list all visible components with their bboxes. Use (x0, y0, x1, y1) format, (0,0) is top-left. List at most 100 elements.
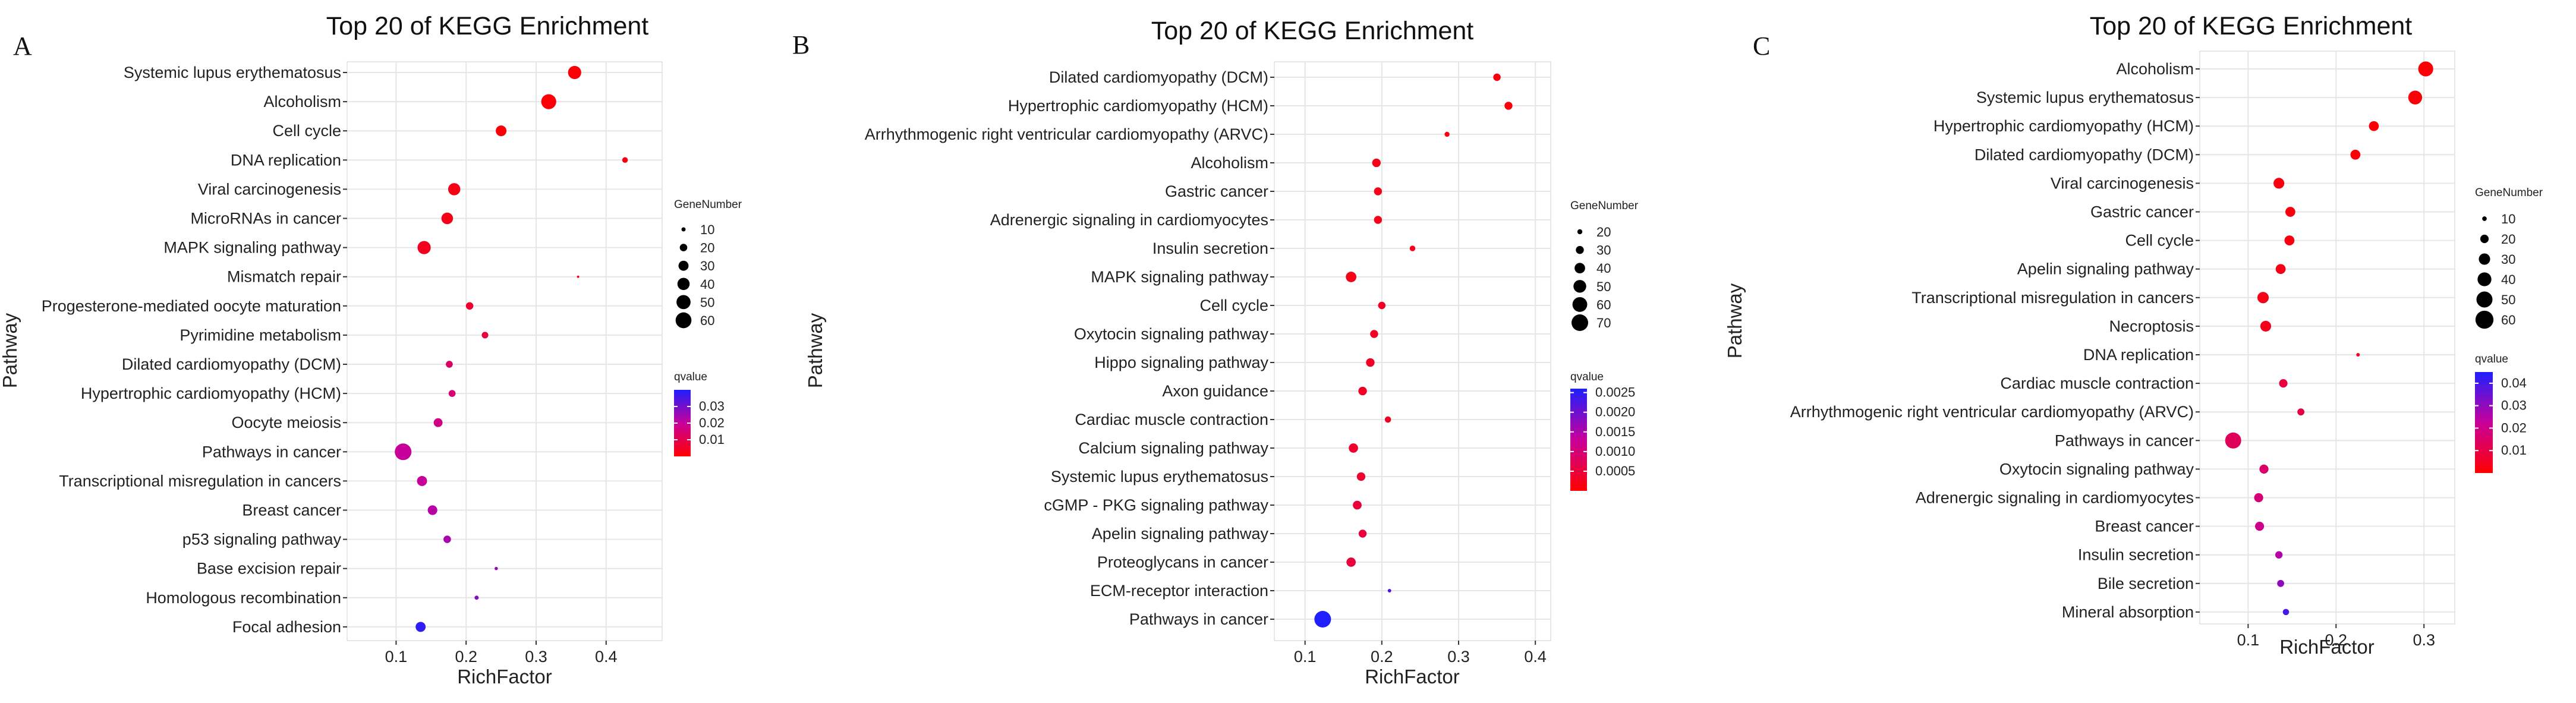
size-legend-dot (2476, 291, 2493, 308)
size-legend-title: GeneNumber (1570, 200, 1639, 212)
data-point (2408, 90, 2423, 105)
panel-letter: C (1753, 31, 1770, 61)
y-tick-label: Hippo signaling pathway (1094, 354, 1268, 371)
size-legend-label: 40 (700, 277, 714, 292)
data-point (1353, 500, 1362, 510)
data-point (1356, 472, 1366, 481)
data-point (2277, 579, 2284, 587)
size-legend-dot (1576, 245, 1584, 254)
x-axis-title: RichFactor (2279, 636, 2375, 658)
color-legend-label: 0.01 (2501, 443, 2527, 458)
x-tick-label: 0.1 (2237, 631, 2260, 649)
data-point (1378, 301, 1386, 310)
size-legend-dot (676, 295, 691, 310)
data-point (446, 361, 453, 368)
x-tick-label: 0.2 (455, 648, 477, 666)
size-legend-label: 20 (2501, 232, 2515, 247)
color-legend-label: 0.0015 (1595, 424, 1635, 439)
data-point (622, 157, 628, 163)
y-tick-label: Systemic lupus erythematosus (1976, 89, 2194, 106)
data-point (465, 302, 474, 310)
panel-letter: B (792, 30, 810, 59)
data-point (2418, 61, 2433, 77)
chart-title: Top 20 of KEGG Enrichment (1151, 17, 1474, 45)
y-tick-label: Pathways in cancer (202, 443, 341, 461)
y-tick-label: Mineral absorption (2062, 603, 2194, 621)
size-legend-label: 60 (2501, 313, 2515, 327)
data-point (2257, 292, 2269, 304)
chart-title: Top 20 of KEGG Enrichment (326, 12, 649, 40)
size-legend-label: 10 (2501, 212, 2515, 226)
y-tick-label: Alcoholism (2116, 60, 2194, 78)
plot-area (347, 61, 663, 641)
size-legend-dot (1572, 297, 1588, 312)
data-point (2273, 178, 2285, 189)
size-legend-label: 30 (1596, 243, 1611, 258)
size-legend-dot (1572, 314, 1588, 331)
y-tick-label: Cell cycle (1199, 297, 1268, 314)
color-legend-title: qvalue (1570, 371, 1604, 383)
data-point (541, 94, 556, 109)
data-point (433, 418, 443, 427)
size-legend-title: GeneNumber (2475, 187, 2543, 199)
size-legend-dot (2475, 310, 2494, 329)
data-point (2225, 432, 2241, 449)
y-tick-label: Arrhythmogenic right ventricular cardiom… (865, 125, 1268, 143)
color-legend-bar (2475, 372, 2493, 473)
data-point (2297, 408, 2305, 416)
y-tick-label: Systemic lupus erythematosus (1051, 468, 1268, 486)
color-legend-label: 0.0005 (1595, 464, 1635, 478)
data-point (481, 332, 489, 339)
data-point (568, 65, 581, 80)
y-tick-label: Cell cycle (272, 122, 341, 140)
plot-area (2199, 51, 2455, 625)
x-tick-label: 0.3 (2413, 631, 2435, 649)
data-point (2284, 235, 2295, 245)
y-tick-label: Cardiac muscle contraction (1075, 411, 1268, 428)
y-tick-label: Axon guidance (1162, 382, 1268, 400)
data-point (1374, 216, 1383, 224)
y-tick-label: Cardiac muscle contraction (2000, 374, 2194, 392)
color-legend-label: 0.02 (699, 415, 725, 430)
data-point (2350, 149, 2361, 160)
y-tick-label: Cell cycle (2125, 232, 2194, 250)
data-point (1372, 158, 1381, 168)
size-legend-label: 20 (1596, 225, 1611, 239)
data-point (1358, 529, 1367, 538)
color-legend-bar (1570, 389, 1587, 491)
y-tick-label: Pathways in cancer (2055, 431, 2194, 449)
data-point (1504, 102, 1513, 110)
data-point (474, 595, 479, 600)
data-point (1444, 131, 1450, 137)
y-tick-label: Viral carcinogenesis (2051, 174, 2194, 192)
color-legend-label: 0.01 (699, 432, 725, 447)
y-tick-label: Pathways in cancer (1129, 610, 1268, 628)
color-legend-label: 0.04 (2501, 376, 2527, 390)
data-point (577, 275, 580, 278)
size-legend-dot (679, 244, 688, 251)
size-legend-dot (1577, 229, 1583, 235)
y-axis-title: Pathway (804, 313, 826, 388)
y-tick-label: Breast cancer (242, 502, 341, 519)
data-point (1366, 358, 1375, 367)
data-point (2356, 353, 2360, 357)
data-point (1409, 245, 1416, 251)
data-point (495, 566, 498, 570)
y-axis-title: Pathway (0, 313, 21, 388)
y-tick-label: Necroptosis (2109, 317, 2194, 335)
data-point (395, 443, 412, 461)
data-point (1358, 386, 1367, 396)
data-point (417, 241, 431, 254)
y-tick-label: DNA replication (2083, 346, 2194, 364)
y-tick-label: Transcriptional misregulation in cancers (1911, 289, 2194, 307)
data-point (1374, 187, 1383, 196)
color-legend-title: qvalue (2475, 353, 2508, 365)
y-tick-label: Homologous recombination (146, 589, 341, 607)
y-tick-label: Focal adhesion (232, 618, 341, 636)
data-point (1346, 557, 1356, 567)
y-tick-label: MAPK signaling pathway (1091, 268, 1268, 286)
size-legend-dot (1574, 263, 1585, 274)
y-tick-label: Adrenergic signaling in cardiomyocytes (1916, 489, 2194, 507)
y-tick-label: Bile secretion (2098, 575, 2194, 592)
x-tick-label: 0.2 (1371, 648, 1393, 666)
